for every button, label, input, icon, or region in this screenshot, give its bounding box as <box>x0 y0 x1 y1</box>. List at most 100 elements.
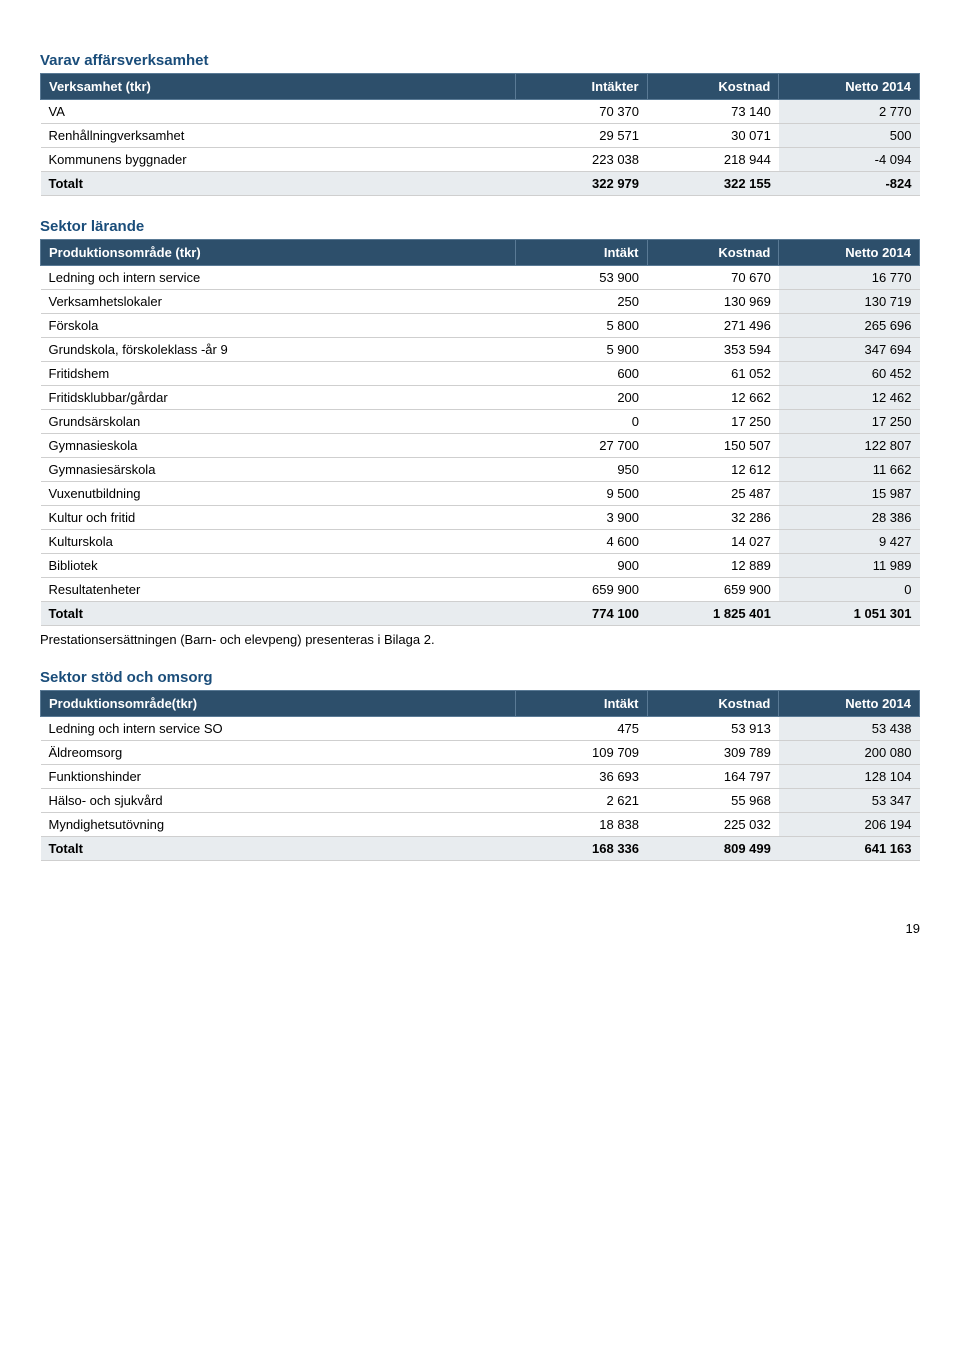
section2-body: Ledning och intern service53 90070 67016… <box>41 266 920 626</box>
cell-c2: 25 487 <box>647 482 779 506</box>
page-number: 19 <box>40 921 920 936</box>
table-row: Äldreomsorg109 709309 789200 080 <box>41 741 920 765</box>
cell-c1: 29 571 <box>515 124 647 148</box>
table-row: Gymnasiesärskola95012 61211 662 <box>41 458 920 482</box>
col-h-c3: Netto 2014 <box>779 74 920 100</box>
section2-title: Sektor lärande <box>40 218 920 235</box>
cell-c1: 36 693 <box>515 765 647 789</box>
cell-c1: 950 <box>515 458 647 482</box>
table-row: Hälso- och sjukvård2 62155 96853 347 <box>41 789 920 813</box>
cell-label: Kulturskola <box>41 530 516 554</box>
cell-label: Gymnasieskola <box>41 434 516 458</box>
cell-c1: 168 336 <box>515 837 647 861</box>
cell-c2: 271 496 <box>647 314 779 338</box>
col-h-c1: Intäkt <box>515 240 647 266</box>
cell-c2: 218 944 <box>647 148 779 172</box>
col-h-c2: Kostnad <box>647 74 779 100</box>
cell-c1: 9 500 <box>515 482 647 506</box>
cell-c2: 225 032 <box>647 813 779 837</box>
cell-c2: 17 250 <box>647 410 779 434</box>
cell-c2: 55 968 <box>647 789 779 813</box>
cell-label: Grundskola, förskoleklass -år 9 <box>41 338 516 362</box>
cell-c3: 200 080 <box>779 741 920 765</box>
cell-c3: 60 452 <box>779 362 920 386</box>
cell-c2: 809 499 <box>647 837 779 861</box>
col-h-label: Produktionsområde (tkr) <box>41 240 516 266</box>
col-h-c3: Netto 2014 <box>779 691 920 717</box>
cell-c2: 73 140 <box>647 100 779 124</box>
table-row: Förskola5 800271 496265 696 <box>41 314 920 338</box>
cell-c2: 12 612 <box>647 458 779 482</box>
cell-c3: 53 438 <box>779 717 920 741</box>
cell-label: Kultur och fritid <box>41 506 516 530</box>
cell-c2: 150 507 <box>647 434 779 458</box>
cell-c1: 5 900 <box>515 338 647 362</box>
table-row: Grundskola, förskoleklass -år 95 900353 … <box>41 338 920 362</box>
table-row: Funktionshinder36 693164 797128 104 <box>41 765 920 789</box>
table-row: Resultatenheter659 900659 9000 <box>41 578 920 602</box>
cell-c3: 641 163 <box>779 837 920 861</box>
table-total-row: Totalt168 336809 499641 163 <box>41 837 920 861</box>
col-h-c3: Netto 2014 <box>779 240 920 266</box>
cell-c3: 347 694 <box>779 338 920 362</box>
cell-c2: 30 071 <box>647 124 779 148</box>
section1-table: Verksamhet (tkr) Intäkter Kostnad Netto … <box>40 73 920 196</box>
cell-label: Gymnasiesärskola <box>41 458 516 482</box>
table-row: VA70 37073 1402 770 <box>41 100 920 124</box>
section1-body: VA70 37073 1402 770Renhållningverksamhet… <box>41 100 920 196</box>
table-row: Kommunens byggnader223 038218 944-4 094 <box>41 148 920 172</box>
col-h-label: Verksamhet (tkr) <box>41 74 516 100</box>
cell-label: Fritidsklubbar/gårdar <box>41 386 516 410</box>
cell-c3: 2 770 <box>779 100 920 124</box>
col-h-c1: Intäkt <box>515 691 647 717</box>
cell-c1: 774 100 <box>515 602 647 626</box>
cell-label: Hälso- och sjukvård <box>41 789 516 813</box>
cell-c1: 27 700 <box>515 434 647 458</box>
cell-c3: 28 386 <box>779 506 920 530</box>
cell-c3: 53 347 <box>779 789 920 813</box>
cell-c3: 122 807 <box>779 434 920 458</box>
col-h-c2: Kostnad <box>647 240 779 266</box>
cell-label: Förskola <box>41 314 516 338</box>
cell-c3: 1 051 301 <box>779 602 920 626</box>
cell-label: VA <box>41 100 516 124</box>
cell-c3: 128 104 <box>779 765 920 789</box>
cell-label: Totalt <box>41 837 516 861</box>
cell-c1: 0 <box>515 410 647 434</box>
table-header-row: Produktionsområde(tkr) Intäkt Kostnad Ne… <box>41 691 920 717</box>
cell-c2: 659 900 <box>647 578 779 602</box>
table-row: Vuxenutbildning9 50025 48715 987 <box>41 482 920 506</box>
cell-label: Totalt <box>41 172 516 196</box>
cell-c3: 11 662 <box>779 458 920 482</box>
table-header-row: Verksamhet (tkr) Intäkter Kostnad Netto … <box>41 74 920 100</box>
table-header-row: Produktionsområde (tkr) Intäkt Kostnad N… <box>41 240 920 266</box>
cell-label: Vuxenutbildning <box>41 482 516 506</box>
section3-table: Produktionsområde(tkr) Intäkt Kostnad Ne… <box>40 690 920 861</box>
cell-c2: 322 155 <box>647 172 779 196</box>
cell-c2: 12 662 <box>647 386 779 410</box>
cell-label: Myndighetsutövning <box>41 813 516 837</box>
cell-c2: 53 913 <box>647 717 779 741</box>
cell-label: Grundsärskolan <box>41 410 516 434</box>
cell-c1: 659 900 <box>515 578 647 602</box>
table-row: Verksamhetslokaler250130 969130 719 <box>41 290 920 314</box>
cell-c2: 32 286 <box>647 506 779 530</box>
cell-c2: 61 052 <box>647 362 779 386</box>
cell-c1: 475 <box>515 717 647 741</box>
cell-c1: 18 838 <box>515 813 647 837</box>
table-total-row: Totalt322 979322 155-824 <box>41 172 920 196</box>
table-row: Fritidshem60061 05260 452 <box>41 362 920 386</box>
cell-c3: 265 696 <box>779 314 920 338</box>
cell-c1: 3 900 <box>515 506 647 530</box>
cell-c1: 5 800 <box>515 314 647 338</box>
cell-c2: 12 889 <box>647 554 779 578</box>
cell-c1: 250 <box>515 290 647 314</box>
cell-label: Bibliotek <box>41 554 516 578</box>
cell-c3: 9 427 <box>779 530 920 554</box>
cell-label: Verksamhetslokaler <box>41 290 516 314</box>
table-row: Grundsärskolan017 25017 250 <box>41 410 920 434</box>
cell-c1: 2 621 <box>515 789 647 813</box>
cell-c3: 206 194 <box>779 813 920 837</box>
cell-c1: 70 370 <box>515 100 647 124</box>
table-row: Myndighetsutövning18 838225 032206 194 <box>41 813 920 837</box>
